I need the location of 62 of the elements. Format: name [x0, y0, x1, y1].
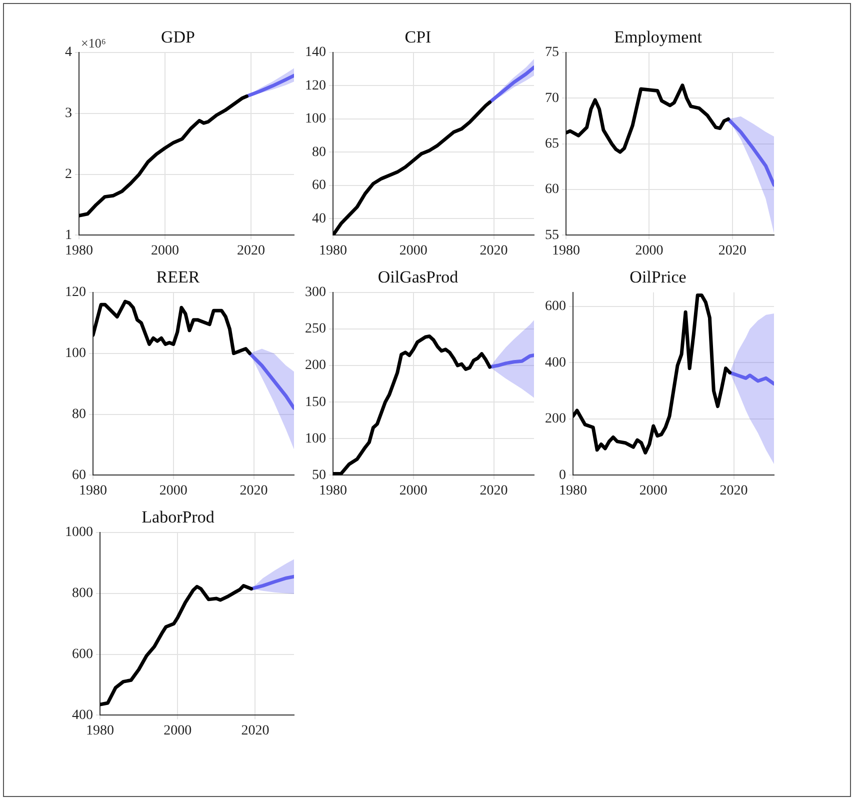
chart-title: REER — [156, 268, 200, 287]
x-tick-label: 2020 — [480, 243, 508, 258]
x-tick-label: 2020 — [241, 723, 270, 738]
x-tick-label: 2000 — [399, 483, 428, 498]
x-tick-label: 2020 — [480, 483, 508, 498]
x-tick-label: 1980 — [65, 243, 93, 258]
x-tick-label: 2000 — [639, 483, 668, 498]
x-tick-label: 2020 — [718, 243, 746, 258]
x-tick-label: 2000 — [399, 243, 428, 258]
chart-title: GDP — [160, 28, 196, 47]
y-tick-label: 600 — [72, 646, 93, 662]
x-tick-label: 1980 — [86, 723, 114, 738]
y-tick-label: 100 — [305, 112, 326, 127]
y-tick-label: 600 — [545, 299, 566, 314]
chart-title: CPI — [404, 28, 432, 47]
x-tick-label: 2000 — [159, 483, 188, 498]
text: ×10⁶ — [81, 35, 106, 50]
y-tick-label: 400 — [545, 355, 566, 370]
chart-title: OilPrice — [630, 268, 686, 287]
y-tick-label: 0 — [559, 468, 566, 483]
y-tick-label: 4 — [65, 45, 72, 60]
chart-title: OilGasProd — [378, 268, 459, 287]
y-tick-label: 400 — [72, 708, 93, 723]
y-tick-label: 60 — [72, 468, 86, 483]
chart-title: LaborProd — [142, 508, 215, 527]
y-tick-label: 250 — [305, 322, 326, 337]
y-tick-label: 120 — [305, 78, 326, 94]
y-tick-label: 40 — [312, 211, 326, 226]
y-tick-label: 75 — [545, 45, 559, 60]
y-tick-label: 60 — [545, 182, 559, 198]
x-tick-label: 2000 — [164, 723, 192, 738]
x-tick-label: 1980 — [552, 243, 580, 258]
y-tick-label: 200 — [545, 412, 566, 427]
y-tick-label: 2 — [65, 166, 72, 182]
y-tick-label: 3 — [65, 106, 72, 122]
y-tick-label: 200 — [305, 358, 326, 374]
y-tick-label: 1 — [65, 228, 72, 243]
y-tick-label: 1000 — [65, 525, 93, 540]
y-tick-label: 140 — [305, 45, 326, 60]
y-tick-label: 800 — [72, 586, 93, 602]
x-tick-label: 1980 — [319, 483, 347, 498]
y-tick-label: 80 — [72, 406, 86, 422]
y-tick-label: 300 — [305, 285, 326, 300]
x-tick-label: 2020 — [240, 483, 268, 498]
x-tick-label: 1980 — [559, 483, 587, 498]
y-tick-label: 100 — [305, 431, 326, 446]
y-tick-label: 80 — [312, 144, 326, 160]
y-tick-label: 55 — [545, 228, 559, 243]
y-tick-label: 60 — [312, 178, 326, 194]
x-tick-label: 2000 — [151, 243, 179, 258]
x-tick-label: 1980 — [79, 483, 107, 498]
y-tick-label: 65 — [545, 136, 559, 152]
chart-title: Employment — [614, 28, 702, 47]
x-tick-label: 1980 — [319, 243, 347, 258]
x-tick-label: 2020 — [237, 243, 265, 258]
y-tick-label: 150 — [305, 394, 326, 410]
x-tick-label: 2020 — [720, 483, 748, 498]
y-tick-label: 70 — [545, 90, 559, 106]
y-tick-label: 100 — [65, 346, 86, 362]
y-tick-label: 120 — [65, 285, 86, 300]
y-tick-label: 50 — [312, 468, 326, 483]
x-tick-label: 2000 — [635, 243, 664, 258]
